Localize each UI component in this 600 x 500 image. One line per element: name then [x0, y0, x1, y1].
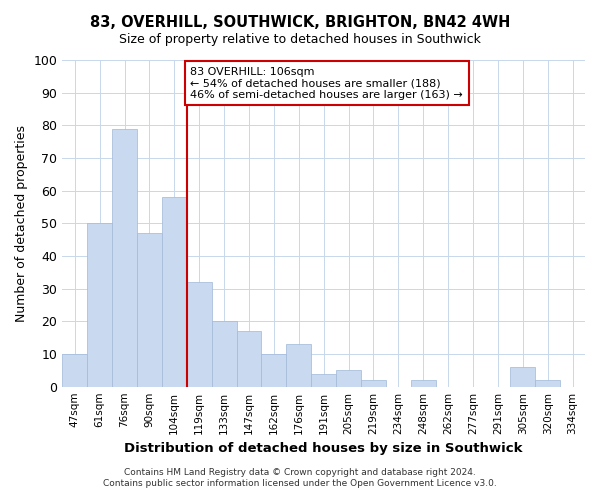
Bar — [137, 233, 162, 386]
Bar — [187, 282, 212, 387]
Text: 83, OVERHILL, SOUTHWICK, BRIGHTON, BN42 4WH: 83, OVERHILL, SOUTHWICK, BRIGHTON, BN42 … — [90, 15, 510, 30]
Bar — [212, 322, 236, 386]
Y-axis label: Number of detached properties: Number of detached properties — [15, 125, 28, 322]
Text: Contains HM Land Registry data © Crown copyright and database right 2024.
Contai: Contains HM Land Registry data © Crown c… — [103, 468, 497, 487]
Title: 83, OVERHILL, SOUTHWICK, BRIGHTON, BN42 4WH: 83, OVERHILL, SOUTHWICK, BRIGHTON, BN42 … — [0, 499, 1, 500]
Text: 83 OVERHILL: 106sqm
← 54% of detached houses are smaller (188)
46% of semi-detac: 83 OVERHILL: 106sqm ← 54% of detached ho… — [190, 66, 463, 100]
Bar — [361, 380, 386, 386]
Bar — [112, 128, 137, 386]
Bar — [286, 344, 311, 387]
Bar — [162, 197, 187, 386]
Bar — [511, 367, 535, 386]
Bar — [535, 380, 560, 386]
Bar — [411, 380, 436, 386]
X-axis label: Distribution of detached houses by size in Southwick: Distribution of detached houses by size … — [124, 442, 523, 455]
Bar — [62, 354, 87, 386]
Text: Size of property relative to detached houses in Southwick: Size of property relative to detached ho… — [119, 32, 481, 46]
Bar — [236, 331, 262, 386]
Bar — [87, 224, 112, 386]
Bar — [262, 354, 286, 386]
Bar — [311, 374, 336, 386]
Bar — [336, 370, 361, 386]
